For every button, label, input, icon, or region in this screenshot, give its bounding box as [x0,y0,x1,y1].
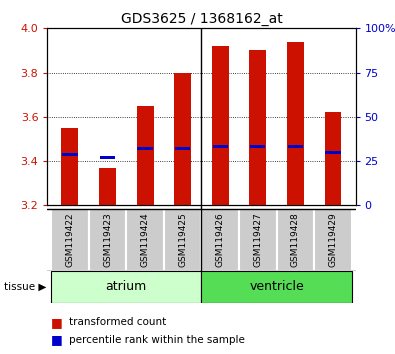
Bar [99,168,116,205]
Bar [213,145,228,148]
Bar [288,145,303,148]
Text: ■: ■ [51,333,63,346]
Title: GDS3625 / 1368162_at: GDS3625 / 1368162_at [120,12,282,26]
Bar [100,156,115,159]
Text: transformed count: transformed count [69,317,166,327]
Text: tissue ▶: tissue ▶ [4,282,46,292]
Bar [239,209,276,271]
Bar [51,209,89,271]
Bar [89,209,126,271]
Bar [175,148,190,150]
Text: GSM119426: GSM119426 [216,212,225,267]
Bar [126,209,164,271]
Text: ■: ■ [51,316,63,329]
Bar [62,153,77,156]
Text: GSM119429: GSM119429 [329,212,337,267]
Bar [201,209,239,271]
Text: GSM119428: GSM119428 [291,212,300,267]
Text: GSM119423: GSM119423 [103,212,112,267]
Text: percentile rank within the sample: percentile rank within the sample [69,335,245,345]
Bar [201,271,352,303]
Bar [287,42,304,205]
Text: GSM119425: GSM119425 [178,212,187,267]
Bar [314,209,352,271]
Bar [137,148,153,150]
Bar [137,106,154,205]
Bar [212,46,229,205]
Bar [325,151,340,154]
Bar [164,209,201,271]
Bar [325,113,341,205]
Text: ventricle: ventricle [249,280,304,293]
Bar [250,145,265,148]
Text: atrium: atrium [106,280,147,293]
Text: GSM119422: GSM119422 [66,212,74,267]
Bar [62,128,78,205]
Bar [51,271,201,303]
Bar [276,209,314,271]
Text: GSM119427: GSM119427 [253,212,262,267]
Bar [249,51,266,205]
Bar [174,73,191,205]
Text: GSM119424: GSM119424 [141,212,150,267]
